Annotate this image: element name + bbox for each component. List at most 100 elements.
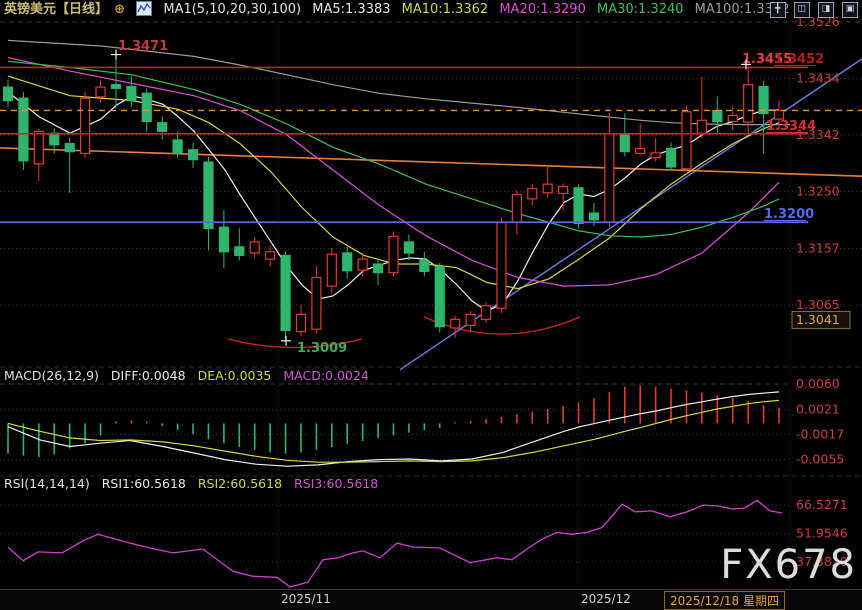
pane-layout-left-icon[interactable]: ◫ — [793, 2, 810, 18]
ma100-value: MA100:1.3362 — [694, 2, 790, 17]
ma5-value: MA5:1.3383 — [312, 2, 391, 17]
candle[interactable] — [665, 147, 677, 168]
candle[interactable] — [172, 139, 183, 155]
candle[interactable] — [234, 246, 245, 257]
macd-axis-label: 0.0021 — [796, 402, 840, 417]
candle[interactable] — [773, 109, 785, 120]
candle[interactable] — [758, 85, 769, 115]
candle[interactable] — [372, 263, 384, 274]
candle[interactable] — [110, 84, 122, 89]
ma10-value: MA10:1.3362 — [401, 2, 489, 17]
candle[interactable] — [295, 313, 307, 333]
candle[interactable] — [465, 313, 476, 327]
price-axis-label: 1.3157 — [796, 241, 840, 256]
candle[interactable] — [218, 226, 229, 253]
candle[interactable] — [419, 259, 430, 273]
rsi-line — [7, 499, 783, 588]
candle[interactable] — [650, 152, 661, 159]
dea-line — [7, 399, 780, 463]
symbol-title: 英镑美元 — [4, 2, 57, 17]
candle[interactable] — [527, 187, 538, 200]
candle[interactable] — [265, 251, 276, 260]
macd-axis-label: -0.0017 — [796, 427, 844, 442]
candle[interactable] — [357, 258, 368, 271]
chart-header: 英镑美元【日线】 ⊕ MA1(5,10,20,30,100) MA5:1.338… — [4, 1, 796, 19]
candle[interactable] — [573, 187, 584, 225]
macd-dea-value: DEA:0.0035 — [197, 368, 272, 383]
candle[interactable] — [18, 97, 29, 162]
pane-layout-full-icon[interactable]: ▣ — [842, 2, 858, 18]
candle[interactable] — [326, 253, 337, 287]
candle[interactable] — [480, 305, 492, 320]
boxed-price-label-frame — [791, 310, 851, 329]
rsi-indicator-header: RSI(14,14,14) RSI1:60.5618 RSI2:60.5618 … — [4, 476, 386, 491]
chart-type-icon[interactable] — [136, 1, 153, 16]
divergence-arc — [227, 338, 363, 349]
boxed-price-label: 1.3041 — [796, 312, 840, 327]
candle[interactable] — [635, 147, 646, 155]
candle[interactable] — [496, 221, 507, 309]
candle[interactable] — [95, 86, 106, 98]
macd-indicator-header: MACD(26,12,9) DIFF:0.0048 DEA:0.0035 MAC… — [4, 368, 377, 383]
price-annotation: 1.3200 — [764, 207, 814, 222]
candle[interactable] — [558, 186, 569, 194]
candle[interactable] — [64, 143, 75, 153]
ma5-line — [7, 91, 780, 312]
candle[interactable] — [157, 122, 168, 132]
candle[interactable] — [403, 241, 415, 254]
add-indicator-icon[interactable]: ⊕ — [114, 2, 126, 17]
ma20-line — [7, 57, 780, 287]
trendline[interactable] — [0, 147, 862, 177]
price-axis-label: 1.3250 — [796, 184, 840, 199]
ma-settings-label: MA1(5,10,20,30,100) — [163, 2, 302, 17]
candle[interactable] — [249, 241, 260, 254]
candle[interactable] — [126, 85, 137, 102]
candle[interactable] — [311, 276, 322, 330]
candle[interactable] — [79, 97, 91, 155]
candle[interactable] — [2, 86, 14, 102]
candle[interactable] — [203, 161, 214, 230]
macd-title: MACD(26,12,9) — [4, 368, 99, 383]
price-annotation: 1.3009 — [297, 341, 347, 356]
crosshair-icon[interactable]: ╋ — [769, 2, 786, 18]
candle[interactable] — [696, 119, 708, 134]
candle[interactable] — [33, 130, 44, 165]
macd-axis-label: -0.0055 — [796, 452, 844, 467]
candle[interactable] — [187, 149, 199, 161]
divergence-arc — [423, 316, 581, 335]
candle[interactable] — [342, 252, 353, 272]
ma10-line — [7, 75, 780, 290]
ma30-line — [7, 60, 780, 238]
candle[interactable] — [141, 92, 152, 123]
candle[interactable] — [681, 111, 692, 170]
candle[interactable] — [727, 114, 738, 123]
candle[interactable] — [388, 235, 399, 274]
fx678-watermark: FX678 — [720, 542, 857, 588]
ma100-line — [7, 39, 790, 126]
candle[interactable] — [712, 109, 723, 123]
rsi-axis-label: 66.5271 — [796, 497, 848, 512]
diff-line — [7, 391, 780, 467]
rsi2-value: RSI2:60.5618 — [197, 476, 283, 491]
candle[interactable] — [49, 132, 60, 146]
price-axis-label: 1.3342 — [796, 127, 840, 142]
candle[interactable] — [450, 318, 461, 329]
time-axis: 2025/11 2025/12 2025/12/18 星期四 — [0, 589, 862, 610]
price-annotation: 1.3455 — [742, 52, 792, 67]
candle[interactable] — [743, 84, 754, 123]
candle[interactable] — [434, 265, 445, 328]
chart-toolbar: ╋ ◫ ◨ ▣ — [767, 2, 858, 21]
pane-layout-right-icon[interactable]: ◨ — [817, 2, 834, 18]
candle[interactable] — [619, 133, 630, 153]
candle[interactable] — [542, 183, 553, 194]
price-annotation: 1.3452 — [774, 52, 824, 67]
month-tick-december: 2025/12 — [581, 592, 631, 606]
candle[interactable] — [588, 212, 600, 221]
rsi3-value: RSI3:60.5618 — [294, 476, 379, 491]
candle[interactable] — [511, 194, 522, 223]
rsi-title: RSI(14,14,14) — [4, 476, 90, 491]
candle[interactable] — [280, 254, 291, 331]
candle[interactable] — [604, 133, 615, 223]
